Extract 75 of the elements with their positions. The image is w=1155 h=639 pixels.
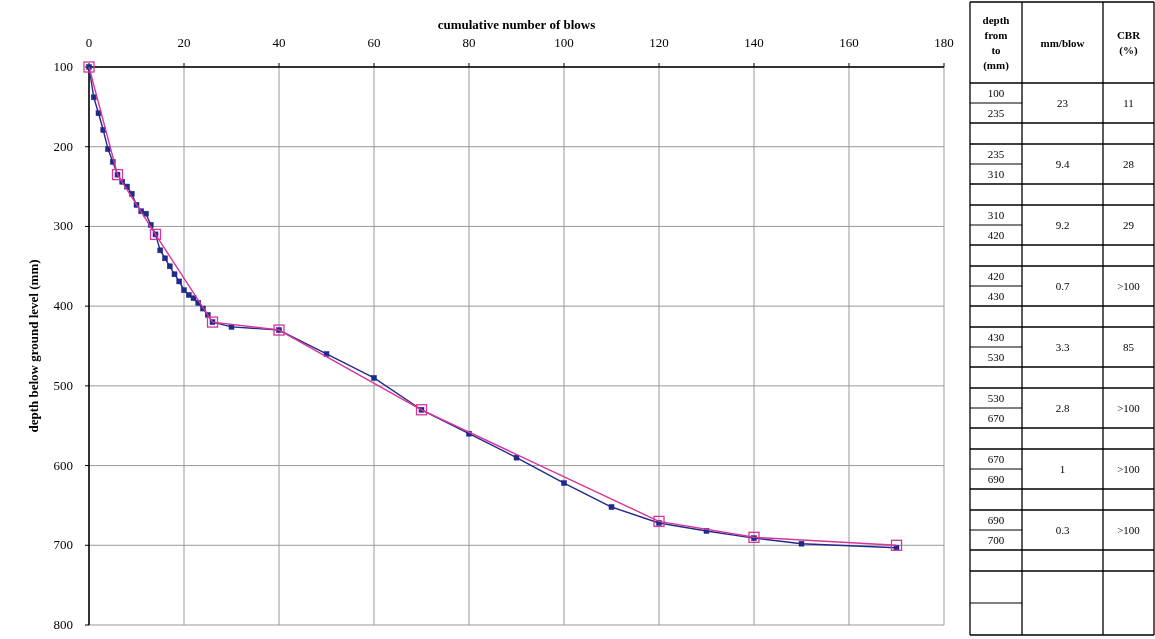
point [181,287,187,293]
category-label: depth from to (mm) [982,14,1010,72]
point [91,94,97,101]
point [371,375,377,381]
x-tick-label: 80 [462,35,476,50]
text: 235 [987,148,1005,160]
point [798,540,805,547]
text: 9.4 [1055,158,1070,170]
text: 11 [1123,97,1134,109]
text: 530 [987,351,1005,363]
text: 690 [987,473,1005,485]
point [143,210,149,217]
text: 3.3 [1055,341,1070,353]
point [171,271,178,278]
point [95,110,102,116]
category-label: mm/blow [1040,36,1085,49]
y-tick-label: 500 [53,377,73,393]
text: 670 [987,412,1005,424]
text: 310 [987,168,1005,180]
x-axis-title: cumulative number of blows [437,17,596,32]
text: 420 [987,229,1005,241]
text: 1 [1059,463,1066,475]
text: 235 [987,107,1005,119]
text: 430 [987,331,1005,343]
text: 430 [987,290,1005,302]
text: 0.7 [1055,280,1070,292]
point [157,247,163,254]
text: 85 [1123,341,1134,353]
y-tick-label: 400 [53,298,73,314]
point [176,278,182,285]
point [167,263,173,270]
point [323,351,330,357]
text: 530 [987,392,1005,404]
y-tick-label: 700 [53,537,73,553]
point [186,292,192,298]
point [561,480,567,486]
x-tick-label: 160 [839,35,859,50]
text: 28 [1123,158,1134,170]
x-tick-label: 120 [649,35,669,50]
text: 670 [987,453,1005,465]
text: 9.2 [1055,219,1070,231]
text: >100 [1117,463,1140,475]
y-tick-label: 600 [53,457,73,473]
x-tick-label: 180 [934,35,954,50]
text: >100 [1117,524,1140,536]
text: 29 [1123,219,1134,231]
text: 100 [987,87,1005,99]
text: 23 [1057,97,1068,109]
x-tick-label: 100 [554,35,574,50]
text: 2.8 [1055,402,1070,414]
point [162,255,168,262]
x-tick-label: 60 [367,35,381,50]
y-tick-label: 100 [53,59,73,74]
y-tick-label: 200 [53,138,73,154]
x-tick-label: 40 [272,35,286,50]
point [190,295,197,301]
point [608,504,615,510]
y-tick-label: 300 [53,218,73,234]
y-axis-title: depth below ground level (mm) [26,259,41,433]
x-tick-label: 0 [85,35,93,50]
y-tick-label: 800 [53,617,73,632]
point [748,531,760,543]
text: 310 [987,209,1005,221]
text: 0.3 [1055,524,1070,536]
text: >100 [1117,402,1140,414]
text: 700 [987,534,1005,546]
text: 690 [987,514,1005,526]
category-label: CBR (%) [1116,29,1142,57]
point [513,454,520,461]
point [653,515,665,528]
x-tick-label: 20 [177,35,191,50]
text: 420 [987,270,1005,282]
point [890,539,903,551]
text: >100 [1117,280,1140,292]
x-tick-label: 140 [744,35,764,50]
